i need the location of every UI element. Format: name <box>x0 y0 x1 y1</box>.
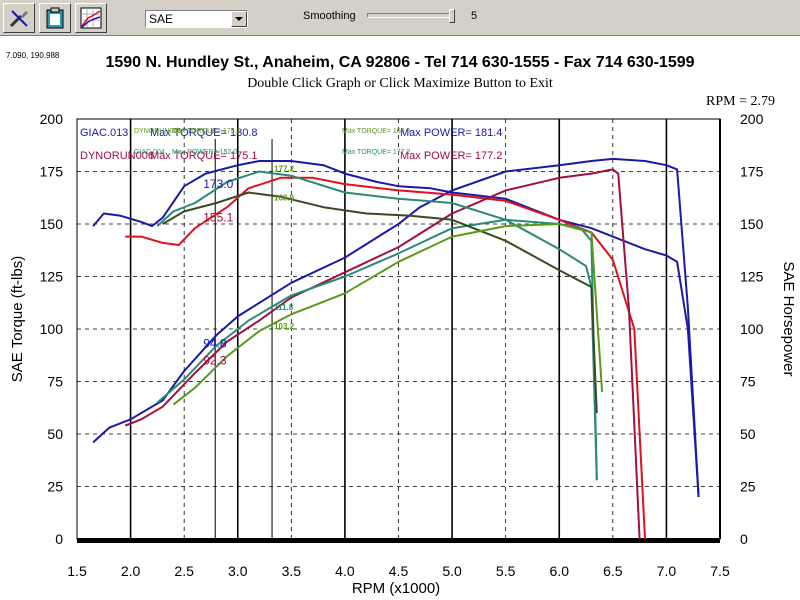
cursor-value-label: 155.1 <box>203 211 233 225</box>
y-tick-label-left: 100 <box>40 321 64 337</box>
legend-run-name: GIAC.004 <box>134 149 165 156</box>
series-line <box>92 160 700 498</box>
y-tick-label-left: 125 <box>40 269 64 285</box>
cursor-value-label: 92.3 <box>203 354 227 368</box>
series-line <box>124 168 641 540</box>
smoothing-slider-track <box>367 13 455 18</box>
legend-detail-2: Max TORQUE= 165.5 <box>342 128 411 135</box>
cursor-rpm-readout: RPM = 2.79 <box>706 94 775 109</box>
x-tick-label: 2.0 <box>121 563 141 579</box>
legend-detail-2: Max TORQUE= 177.2 <box>342 149 411 156</box>
y-tick-label-right: 0 <box>740 531 748 547</box>
smoothing-label: Smoothing <box>303 10 356 22</box>
clipboard-button[interactable] <box>39 3 71 33</box>
y-tick-label-left: 0 <box>55 531 63 547</box>
clipboard-icon <box>46 7 64 29</box>
y-tick-label-right: 75 <box>740 374 756 390</box>
dyno-chart[interactable]: 7.090, 190.988 1590 N. Hundley St., Anah… <box>0 44 800 600</box>
series-group <box>92 157 700 540</box>
y-tick-label-left: 150 <box>40 216 64 232</box>
x-tick-label: 5.5 <box>496 563 516 579</box>
x-tick-label: 4.5 <box>389 563 409 579</box>
series-line <box>172 223 604 406</box>
y-axis-label-left: SAE Torque (ft-lbs) <box>9 256 26 382</box>
legend-run-name: GIAC.013 <box>80 127 128 139</box>
x-axis-baseline <box>77 538 720 543</box>
chart-settings-button[interactable] <box>75 3 107 33</box>
axes: 0 0 25 25 50 50 75 75 100 100 125 125 150 150 175 175 20… <box>40 111 764 579</box>
x-tick-label: 5.0 <box>442 563 462 579</box>
y-tick-label-left: 25 <box>47 479 63 495</box>
x-tick-label: 6.0 <box>550 563 570 579</box>
series-line <box>125 176 646 540</box>
x-tick-label: 7.0 <box>657 563 677 579</box>
x-tick-label: 6.5 <box>603 563 623 579</box>
cursor-labels: 173.0 155.1 94.8 92.3 177.2 163.9 111.8 103.2 <box>203 164 294 367</box>
y-tick-label-right: 200 <box>740 111 764 127</box>
legend-max-torque: Max TORQUE= 175.1 <box>150 150 258 162</box>
cursor-value-label: 111.8 <box>274 303 294 312</box>
y-tick-label-right: 100 <box>740 321 764 337</box>
correction-select-value: SAE <box>149 12 174 26</box>
legend-max-torque: Max TORQUE= 180.8 <box>150 127 258 139</box>
y-tick-label-left: 175 <box>40 164 64 180</box>
coordinate-readout: 7.090, 190.988 <box>6 51 60 60</box>
tools-button[interactable] <box>3 3 35 33</box>
x-tick-label: 2.5 <box>174 563 194 579</box>
legend-max-power: Max POWER= 181.4 <box>400 127 502 139</box>
x-tick-label: 3.0 <box>228 563 248 579</box>
x-tick-label: 3.5 <box>282 563 302 579</box>
y-tick-label-left: 50 <box>47 426 63 442</box>
toolbar: SAE Smoothing 5 <box>0 0 800 36</box>
series-line <box>162 191 598 414</box>
y-tick-label-right: 125 <box>740 269 764 285</box>
cursor-value-label: 103.2 <box>274 322 295 331</box>
correction-select[interactable]: SAE <box>145 10 248 28</box>
series-line <box>156 170 598 481</box>
x-axis-label: RPM (x1000) <box>352 580 440 597</box>
legend-detail: Max TORQUE= 175.1 <box>172 128 241 135</box>
chart-settings-icon <box>80 7 102 29</box>
legend-run-name: DYNORUN006 <box>80 150 154 162</box>
chevron-down-icon[interactable] <box>231 11 247 27</box>
cursor-value-label: 173.0 <box>203 177 233 191</box>
chart-header: 1590 N. Hundley St., Anaheim, CA 92806 -… <box>105 54 694 71</box>
y-tick-label-left: 75 <box>47 374 63 390</box>
legend-max-power: Max POWER= 177.2 <box>400 150 502 162</box>
y-tick-label-right: 175 <box>740 164 764 180</box>
smoothing-value: 5 <box>471 10 478 22</box>
y-tick-label-right: 25 <box>740 479 756 495</box>
legend-detail: Max POWER= 152.0 <box>172 149 237 156</box>
smoothing-slider[interactable] <box>367 9 455 23</box>
x-tick-label: 1.5 <box>67 563 87 579</box>
grid <box>77 118 720 540</box>
y-axis-label-right: SAE Horsepower <box>780 261 797 376</box>
x-tick-label: 7.5 <box>710 563 730 579</box>
legend: GIAC.013 Max TORQUE= 180.8 Max POWER= 181.… <box>80 127 502 162</box>
y-tick-label-right: 50 <box>740 426 756 442</box>
smoothing-slider-thumb[interactable] <box>449 9 455 23</box>
series-line <box>156 218 598 481</box>
chart-subtitle: Double Click Graph or Click Maximize But… <box>247 76 553 91</box>
cursor-value-label: 94.8 <box>203 337 227 351</box>
x-tick-label: 4.0 <box>335 563 355 579</box>
y-tick-label-right: 150 <box>740 216 764 232</box>
y-tick-label-left: 200 <box>40 111 64 127</box>
cursor-value-label: 163.9 <box>274 194 295 203</box>
cursor-value-label: 177.2 <box>274 164 295 173</box>
tools-icon <box>9 10 28 28</box>
legend-run-name: DYNORUN006 <box>134 128 181 135</box>
